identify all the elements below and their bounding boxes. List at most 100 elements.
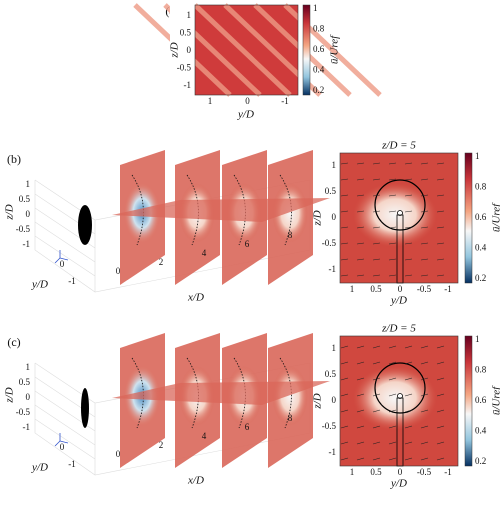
vector-arrow bbox=[356, 242, 365, 245]
x-axis-label: y/D bbox=[390, 295, 407, 307]
y-axis-label: y/D bbox=[31, 462, 48, 474]
tick-label: -1 bbox=[444, 467, 452, 477]
wake-region bbox=[353, 183, 437, 247]
tick-label: -1 bbox=[444, 284, 452, 294]
tick-label: 0 bbox=[398, 467, 403, 477]
vector-arrow bbox=[436, 457, 445, 461]
tick-label: 1 bbox=[26, 179, 31, 189]
vector-arrow bbox=[356, 409, 365, 413]
heatmap-frame bbox=[339, 335, 459, 467]
tick-label: 0 bbox=[332, 395, 337, 405]
vector-arrow bbox=[340, 258, 349, 261]
vector-arrow bbox=[404, 425, 413, 429]
vector-arrow bbox=[420, 178, 429, 181]
vector-arrow bbox=[436, 178, 445, 181]
vector-arrow bbox=[372, 441, 381, 445]
tick-label: 1 bbox=[332, 343, 337, 353]
tick-label: -1 bbox=[23, 239, 31, 249]
colorbar-label: ū/Uref bbox=[491, 202, 500, 232]
vector-arrow bbox=[404, 393, 413, 397]
vector-arrow bbox=[340, 345, 349, 349]
vector-arrow bbox=[356, 345, 365, 349]
colorbar-label: ū/Uref bbox=[329, 34, 341, 64]
tick-label: 1 bbox=[350, 467, 355, 477]
vector-arrow bbox=[420, 242, 429, 245]
vector-arrow bbox=[340, 162, 349, 165]
vector-arrow bbox=[372, 258, 381, 261]
vector-arrow bbox=[420, 441, 429, 445]
vector-arrow bbox=[420, 162, 429, 165]
vector-arrow bbox=[388, 361, 397, 365]
vector-arrow bbox=[420, 425, 429, 429]
vector-arrow bbox=[340, 361, 349, 365]
heatmap-frame bbox=[339, 152, 459, 284]
tick-label: 0 bbox=[398, 284, 403, 294]
vector-arrow bbox=[356, 377, 365, 381]
tick-label: 4 bbox=[202, 248, 207, 258]
panel-label: (c) bbox=[7, 335, 20, 349]
hub bbox=[397, 210, 403, 216]
vector-arrow bbox=[388, 210, 397, 213]
vector-arrow bbox=[356, 178, 365, 181]
vector-arrow bbox=[388, 425, 397, 429]
vector-arrow bbox=[340, 226, 349, 229]
colorbar bbox=[302, 4, 311, 96]
vector-arrow bbox=[340, 242, 349, 245]
vector-arrow bbox=[420, 194, 429, 197]
vector-arrow bbox=[388, 345, 397, 349]
colorbar-tick: 0.6 bbox=[475, 212, 487, 222]
tick-label: -0.5 bbox=[177, 63, 192, 73]
grid-line bbox=[34, 418, 96, 460]
cylinder bbox=[78, 205, 92, 245]
tick-label: 0 bbox=[187, 45, 192, 55]
colorbar-tick: 0.8 bbox=[313, 24, 325, 34]
vector-arrow bbox=[372, 226, 381, 229]
tick-label: 1 bbox=[350, 284, 355, 294]
x-axis-label: y/D bbox=[237, 109, 254, 121]
vector-arrow bbox=[388, 409, 397, 413]
vector-arrow bbox=[372, 345, 381, 349]
tick-label: -1 bbox=[68, 276, 76, 286]
tick-label: 0.5 bbox=[325, 186, 337, 196]
vector-arrow bbox=[388, 377, 397, 381]
tick-label: 6 bbox=[245, 239, 250, 249]
vector-arrow bbox=[436, 242, 445, 245]
colorbar-tick: 0.2 bbox=[475, 456, 486, 466]
vector-arrow bbox=[356, 274, 365, 277]
panel-label: (b) bbox=[7, 152, 21, 166]
vector-arrow bbox=[372, 425, 381, 429]
vector-arrow bbox=[404, 258, 413, 261]
colorbar-tick: 0.4 bbox=[475, 426, 487, 436]
vector-arrow bbox=[436, 361, 445, 365]
tick-label: 1 bbox=[26, 362, 31, 372]
vector-arrow bbox=[404, 210, 413, 213]
tick-label: 1 bbox=[208, 96, 213, 106]
vector-arrow bbox=[388, 242, 397, 245]
colorbar-tick: 1 bbox=[475, 334, 480, 344]
heatmap-mask bbox=[298, 0, 303, 100]
wake-region bbox=[272, 183, 308, 243]
vector-arrow bbox=[404, 441, 413, 445]
vector-arrow bbox=[340, 194, 349, 197]
vector-arrow bbox=[420, 377, 429, 381]
wake-region bbox=[272, 366, 308, 426]
tick-label: 0 bbox=[26, 209, 31, 219]
vector-arrow bbox=[356, 361, 365, 365]
tick-label: 0.5 bbox=[19, 377, 31, 387]
grid-line bbox=[34, 221, 96, 263]
vector-arrow bbox=[436, 226, 445, 229]
vector-arrow bbox=[388, 258, 397, 261]
vector-arrow bbox=[372, 361, 381, 365]
vector-arrow bbox=[436, 194, 445, 197]
vector-arrow bbox=[436, 258, 445, 261]
tick-label: 1 bbox=[187, 10, 192, 20]
vector-arrow bbox=[436, 162, 445, 165]
triad bbox=[54, 250, 69, 264]
colorbar bbox=[464, 335, 473, 467]
grid-line bbox=[34, 235, 96, 277]
cylinder bbox=[81, 388, 89, 428]
z-axis-label: z/D bbox=[4, 204, 16, 220]
colorbar-tick: 1 bbox=[313, 3, 318, 13]
tick-label: 8 bbox=[288, 230, 293, 240]
heatmap-mask bbox=[170, 0, 195, 100]
